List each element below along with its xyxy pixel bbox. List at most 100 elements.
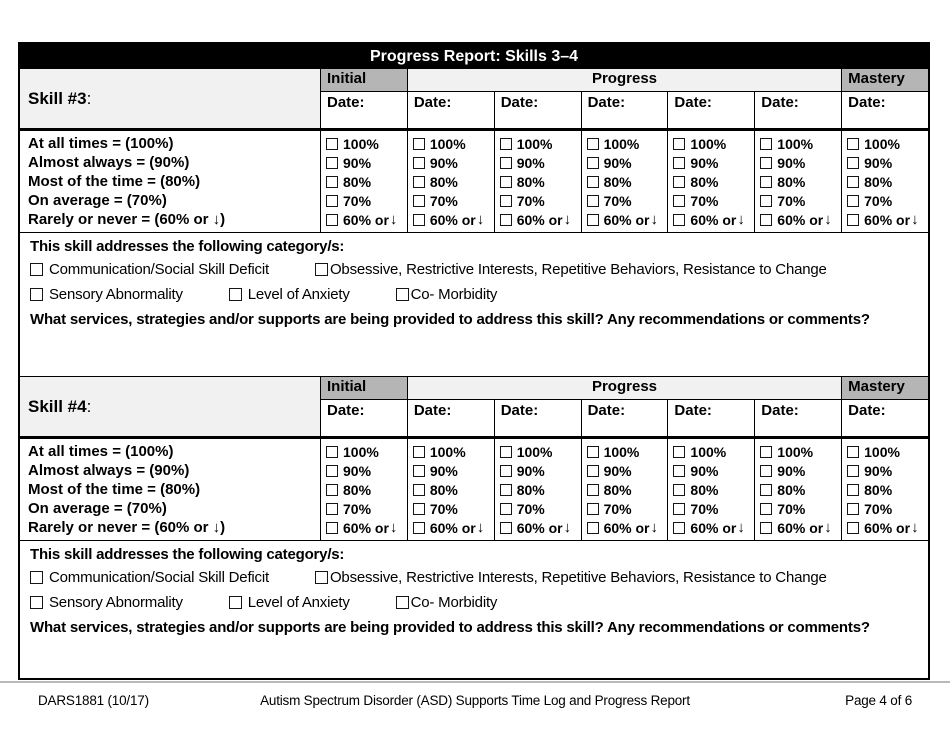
category-checkbox[interactable]: [314, 571, 328, 584]
percent-checkbox[interactable]: [586, 137, 599, 150]
date-field[interactable]: Date:: [667, 91, 755, 128]
percent-checkbox[interactable]: [847, 137, 860, 150]
page-number: Page 4 of 6: [845, 693, 912, 708]
percent-checkbox[interactable]: [326, 445, 338, 458]
percent-checkbox[interactable]: [586, 445, 599, 458]
percent-checkbox[interactable]: [586, 194, 599, 207]
percent-checkbox[interactable]: [412, 213, 425, 226]
percent-checkbox[interactable]: [760, 521, 773, 534]
percent-checkbox[interactable]: [847, 156, 860, 169]
category-checkbox[interactable]: [30, 596, 43, 609]
percent-checkbox[interactable]: [412, 502, 425, 515]
percent-option: 100%: [586, 442, 668, 461]
percent-checkbox[interactable]: [412, 194, 425, 207]
percent-checkbox[interactable]: [673, 137, 686, 150]
percent-checkbox[interactable]: [673, 156, 686, 169]
percent-checkbox[interactable]: [760, 464, 773, 477]
rating-scale-label: Rarely or never = (60% or ↓): [28, 211, 226, 228]
percent-checkbox[interactable]: [499, 137, 512, 150]
percent-checkbox[interactable]: [499, 445, 512, 458]
comments-area[interactable]: [30, 329, 918, 376]
category-checkbox[interactable]: [30, 571, 43, 584]
percent-checkbox[interactable]: [412, 464, 425, 477]
percent-checkbox[interactable]: [847, 175, 860, 188]
date-field[interactable]: Date:: [320, 91, 407, 128]
percent-checkbox[interactable]: [326, 175, 338, 188]
percent-checkbox[interactable]: [326, 464, 338, 477]
percent-checkbox[interactable]: [412, 483, 425, 496]
percent-checkbox[interactable]: [847, 445, 860, 458]
percent-checkbox[interactable]: [673, 483, 686, 496]
percent-checkbox[interactable]: [412, 521, 425, 534]
date-field[interactable]: Date:: [320, 399, 407, 436]
percent-checkbox[interactable]: [847, 464, 860, 477]
percent-checkbox[interactable]: [760, 445, 773, 458]
percent-checkbox[interactable]: [586, 213, 599, 226]
percent-options-cell: 100% 90% 80% 70% 60% or ↓: [320, 131, 407, 232]
percent-checkbox[interactable]: [673, 464, 686, 477]
percent-checkbox[interactable]: [586, 156, 599, 169]
percent-checkbox[interactable]: [326, 137, 338, 150]
percent-checkbox[interactable]: [586, 502, 599, 515]
percent-checkbox[interactable]: [847, 213, 860, 226]
percent-checkbox[interactable]: [760, 194, 773, 207]
percent-checkbox[interactable]: [847, 194, 860, 207]
percent-checkbox[interactable]: [760, 502, 773, 515]
category-checkbox[interactable]: [228, 596, 242, 609]
percent-checkbox[interactable]: [673, 175, 686, 188]
category-checkbox[interactable]: [30, 288, 43, 301]
percent-checkbox[interactable]: [499, 502, 512, 515]
date-field[interactable]: Date:: [493, 91, 581, 128]
date-field[interactable]: Date:: [667, 399, 755, 436]
percent-checkbox[interactable]: [499, 156, 512, 169]
date-field[interactable]: Date:: [841, 399, 928, 436]
percent-checkbox[interactable]: [586, 464, 599, 477]
percent-checkbox[interactable]: [412, 156, 425, 169]
percent-checkbox[interactable]: [326, 502, 338, 515]
percent-checkbox[interactable]: [760, 137, 773, 150]
category-checkbox[interactable]: [395, 596, 409, 609]
date-field[interactable]: Date:: [580, 91, 668, 128]
percent-checkbox[interactable]: [326, 483, 338, 496]
date-field[interactable]: Date:: [841, 91, 928, 128]
percent-checkbox[interactable]: [412, 445, 425, 458]
percent-checkbox[interactable]: [586, 175, 599, 188]
percent-checkbox[interactable]: [499, 194, 512, 207]
percent-checkbox[interactable]: [499, 483, 512, 496]
percent-checkbox[interactable]: [847, 521, 860, 534]
percent-checkbox[interactable]: [847, 483, 860, 496]
percent-checkbox[interactable]: [326, 194, 338, 207]
category-checkbox[interactable]: [30, 263, 43, 276]
date-field[interactable]: Date:: [406, 399, 494, 436]
percent-checkbox[interactable]: [499, 175, 512, 188]
date-field[interactable]: Date:: [754, 91, 842, 128]
percent-checkbox[interactable]: [760, 156, 773, 169]
percent-checkbox[interactable]: [760, 483, 773, 496]
category-checkbox[interactable]: [314, 263, 328, 276]
category-checkbox[interactable]: [395, 288, 409, 301]
category-checkbox[interactable]: [228, 288, 242, 301]
percent-checkbox[interactable]: [673, 194, 686, 207]
percent-checkbox[interactable]: [326, 156, 338, 169]
percent-checkbox[interactable]: [412, 137, 425, 150]
percent-checkbox[interactable]: [847, 502, 860, 515]
date-field[interactable]: Date:: [406, 91, 494, 128]
comments-area[interactable]: [30, 637, 918, 678]
percent-checkbox[interactable]: [499, 521, 512, 534]
date-field[interactable]: Date:: [754, 399, 842, 436]
percent-checkbox[interactable]: [326, 521, 338, 534]
percent-checkbox[interactable]: [412, 175, 425, 188]
percent-checkbox[interactable]: [673, 213, 686, 226]
percent-checkbox[interactable]: [673, 521, 686, 534]
percent-checkbox[interactable]: [673, 445, 686, 458]
date-field[interactable]: Date:: [493, 399, 581, 436]
percent-checkbox[interactable]: [586, 521, 599, 534]
date-field[interactable]: Date:: [580, 399, 668, 436]
percent-checkbox[interactable]: [499, 464, 512, 477]
percent-checkbox[interactable]: [499, 213, 512, 226]
percent-checkbox[interactable]: [673, 502, 686, 515]
percent-checkbox[interactable]: [586, 483, 599, 496]
percent-checkbox[interactable]: [326, 213, 338, 226]
percent-checkbox[interactable]: [760, 175, 773, 188]
percent-checkbox[interactable]: [760, 213, 773, 226]
